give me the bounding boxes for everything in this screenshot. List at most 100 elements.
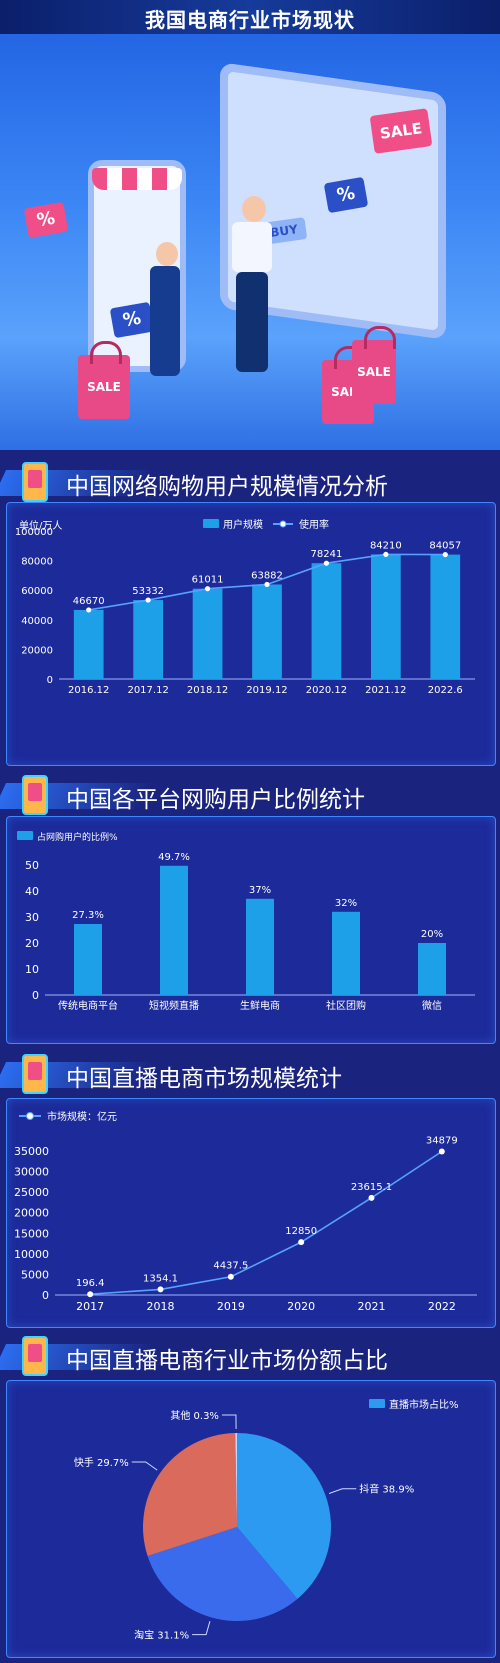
- x-tick-label: 2022.6: [428, 685, 463, 696]
- bar: [311, 563, 342, 679]
- person-man-shirt: [232, 222, 272, 272]
- line-point: [298, 1239, 305, 1246]
- shopping-bag: SALE: [78, 341, 130, 419]
- legend-swatch-bar: [17, 831, 33, 840]
- data-label: 46670: [73, 596, 105, 607]
- phone-icon: [22, 462, 48, 502]
- section-title: 中国直播电商行业市场份额占比: [66, 1348, 388, 1374]
- legend-swatch: [369, 1399, 385, 1408]
- data-label: 53332: [132, 586, 164, 597]
- data-label: 34879: [426, 1135, 458, 1146]
- line-point: [86, 607, 92, 613]
- slice-label: 淘宝 31.1%: [134, 1629, 189, 1642]
- bar: [192, 588, 223, 679]
- x-tick-label: 2020: [287, 1300, 315, 1313]
- y-tick-label: 60000: [21, 586, 53, 597]
- data-label: 27.3%: [72, 910, 104, 921]
- data-label: 49.7%: [158, 852, 190, 863]
- bar: [252, 584, 282, 679]
- phone-icon: [22, 1336, 48, 1376]
- y-tick-label: 10000: [14, 1248, 49, 1261]
- live-market-chart: 市场规模：亿元 0 5000 10000 15000 20000 25000 30000 350…: [14, 1110, 477, 1313]
- y-tick-label: 0: [32, 989, 39, 1002]
- chart-panel-users: 单位/万人 用户规模 使用率 0 20000 40000 60000 80000 100000 2…: [6, 502, 496, 766]
- shop-awning: [92, 168, 182, 190]
- x-tick-label: 2017: [76, 1300, 104, 1313]
- pie-slice: [235, 1433, 237, 1527]
- y-tick-label: 35000: [14, 1145, 49, 1158]
- label-leader: [131, 1461, 158, 1471]
- y-tick-label: 40000: [21, 616, 53, 627]
- series-line: [90, 1150, 443, 1295]
- percent-tag: %: [23, 201, 69, 239]
- x-tick-label: 2021: [358, 1300, 386, 1313]
- line-point: [383, 551, 389, 557]
- phone-icon: [22, 775, 48, 815]
- data-label: 23615.1: [351, 1182, 392, 1193]
- shopping-bag: SALE: [352, 326, 396, 404]
- sale-tag: SALE: [369, 108, 433, 154]
- data-label: 1354.1: [143, 1273, 178, 1284]
- x-tick-label: 2019.12: [246, 685, 287, 696]
- legend-swatch-bar: [203, 519, 219, 528]
- bar: [371, 554, 401, 679]
- data-label: 84057: [429, 541, 461, 552]
- bar: [73, 609, 104, 679]
- line-point: [264, 581, 270, 588]
- x-tick-label: 短视频直播: [149, 999, 199, 1012]
- x-tick-label: 2018.12: [187, 685, 228, 696]
- x-tick-label: 2017.12: [127, 685, 168, 696]
- bar: [246, 898, 274, 995]
- section-heading: 中国各平台网购用户比例统计: [0, 775, 500, 815]
- data-label: 61011: [192, 575, 224, 586]
- section-heading: 中国网络购物用户规模情况分析: [0, 462, 500, 502]
- platform-ratio-chart: 占网购用户的比例% 0 10 20 30 40 50 27.3% 传统电商平台 49.7% 短视频直…: [17, 831, 475, 1012]
- section-title: 中国各平台网购用户比例统计: [66, 787, 365, 813]
- data-label: 78241: [311, 549, 343, 560]
- y-tick-label: 10: [25, 963, 39, 976]
- section-heading: 中国直播电商市场规模统计: [0, 1054, 500, 1094]
- pie-slice: [142, 1433, 237, 1557]
- y-tick-label: 20000: [21, 645, 53, 656]
- slice-label: 抖音 38.9%: [359, 1483, 414, 1496]
- market-share-pie: 直播市场占比% 抖音 38.9% 淘宝 31.1% 快手 29.7% 其他 0.3%: [74, 1398, 459, 1642]
- line-point: [204, 586, 211, 592]
- data-label: 12850: [285, 1226, 317, 1237]
- data-label: 32%: [335, 898, 357, 909]
- legend-label: 直播市场占比%: [389, 1398, 459, 1411]
- y-tick-label: 20: [25, 937, 39, 950]
- line-point: [368, 1194, 375, 1201]
- bar: [160, 865, 188, 995]
- phone-icon: [22, 1054, 48, 1094]
- page-title: 我国电商行业市场现状: [145, 8, 355, 32]
- slice-label: 其他 0.3%: [170, 1409, 219, 1422]
- person-woman: [150, 266, 180, 376]
- line-point: [442, 551, 448, 558]
- legend-label: 使用率: [299, 518, 329, 531]
- section-title: 中国直播电商市场规模统计: [66, 1066, 342, 1092]
- line-point: [87, 1291, 94, 1298]
- y-tick-label: 0: [42, 1289, 49, 1302]
- pie-slice: [147, 1527, 298, 1621]
- y-tick-label: 80000: [21, 557, 53, 568]
- y-tick-label: 30000: [14, 1166, 49, 1179]
- data-label: 196.4: [76, 1278, 105, 1289]
- pie-slice: [237, 1433, 331, 1600]
- label-leader: [328, 1488, 357, 1494]
- person-head: [242, 196, 266, 222]
- line-point: [323, 560, 330, 566]
- x-tick-label: 微信: [422, 999, 442, 1012]
- bar: [133, 600, 163, 679]
- line-point: [227, 1273, 234, 1280]
- bar: [430, 554, 461, 679]
- chart-panel-share: 直播市场占比% 抖音 38.9% 淘宝 31.1% 快手 29.7% 其他 0.3%: [6, 1380, 496, 1658]
- legend-swatch-dot: [26, 1112, 34, 1120]
- x-tick-label: 2016.12: [68, 685, 109, 696]
- x-tick-label: 2022: [428, 1300, 456, 1313]
- label-leader: [221, 1414, 237, 1430]
- x-tick-label: 生鲜电商: [240, 999, 280, 1012]
- bar: [74, 924, 102, 995]
- data-label: 4437.5: [213, 1261, 248, 1272]
- x-tick-label: 2018: [147, 1300, 175, 1313]
- x-tick-label: 社区团购: [326, 999, 366, 1012]
